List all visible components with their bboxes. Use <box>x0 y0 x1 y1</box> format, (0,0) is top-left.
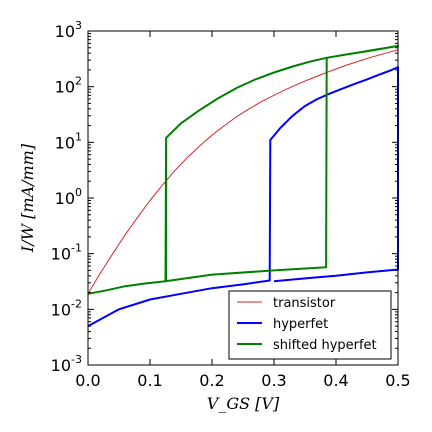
y-axis-label: I/W [mA/mm] <box>18 143 37 253</box>
y-tick-label: 100 <box>55 186 82 208</box>
y-tick-label: 10-3 <box>51 353 82 375</box>
legend-label-shifted-hyperfet: shifted hyperfet <box>273 338 377 353</box>
series-layer <box>87 44 399 327</box>
series-line-shifted-hyperfet <box>87 44 399 295</box>
x-tick-label: 0.1 <box>137 371 162 390</box>
y-tick-label: 10-1 <box>51 242 82 264</box>
y-tick-label: 102 <box>55 75 82 97</box>
y-tick-label: 101 <box>55 130 82 152</box>
legend: transistor hyperfet shifted hyperfet <box>228 290 392 360</box>
y-tick-label: 103 <box>55 19 82 41</box>
series-line-transistor <box>87 49 399 295</box>
legend-label-transistor: transistor <box>273 296 336 311</box>
x-tick-label: 0.3 <box>261 371 286 390</box>
x-axis-label: V_GS [V] <box>207 394 280 413</box>
y-tick-label: 10-2 <box>51 297 82 319</box>
x-tick-label: 0.4 <box>323 371 348 390</box>
series-line-hyperfet <box>87 66 399 327</box>
legend-label-hyperfet: hyperfet <box>273 317 328 332</box>
x-tick-label: 0.0 <box>75 371 100 390</box>
tick-labels-layer: 0.0 0.1 0.2 0.3 0.4 0.5 10-3 10-2 10-1 100 101 102 1… <box>51 19 411 390</box>
x-tick-label: 0.5 <box>385 371 410 390</box>
ticks-layer <box>87 30 399 366</box>
x-tick-label: 0.2 <box>199 371 224 390</box>
